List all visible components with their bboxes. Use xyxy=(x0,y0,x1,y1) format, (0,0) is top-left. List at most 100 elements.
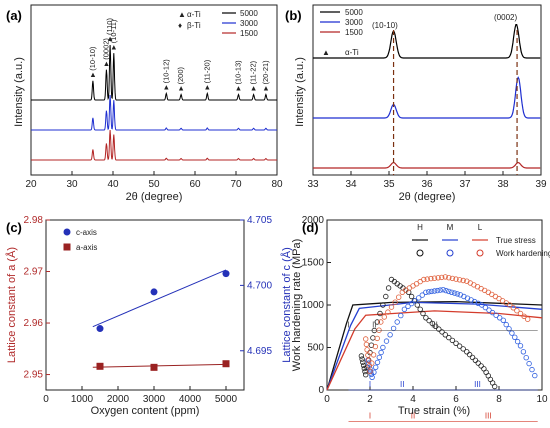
panel-c-legend-label-a-axis: a-axis xyxy=(76,243,97,252)
panel-d-whr-point-M xyxy=(497,315,503,321)
panel-d-whr-point-H xyxy=(492,383,498,390)
panel-d-axes: 0 2 4 6 8 10 0 500 1000 1500 2000 xyxy=(302,215,548,405)
panel-d-whr-point-H xyxy=(408,293,415,300)
panel-d-whr-point-L xyxy=(392,299,398,305)
panel-d-whr-point-L xyxy=(424,276,430,282)
panel-d-whr-point-M xyxy=(529,366,535,373)
legend-marker-alpha: ▲ xyxy=(178,10,186,19)
panel-d-whr-point-L xyxy=(388,304,395,310)
panel-a-ylabel: Intensity (a.u.) xyxy=(13,57,25,127)
panel-d-whr-point-H xyxy=(362,368,368,375)
panel-a-xlabel: 2θ (degree) xyxy=(126,191,183,203)
panel-d-whr-point-M xyxy=(405,303,411,310)
panel-a-peak-label: (20-21) xyxy=(261,60,270,85)
panel-d-whr-point-L xyxy=(374,335,380,342)
panel-d-whr-point-L xyxy=(370,352,377,358)
panel-d-whr-point-H xyxy=(377,310,383,317)
panel-a-peak-label: (10-10) xyxy=(88,46,97,71)
panel-d-whr-point-M xyxy=(509,330,515,336)
panel-d-whr-point-M xyxy=(512,334,518,340)
panel-d-whr-point-M xyxy=(500,317,506,323)
panel-d-whr-point-M xyxy=(373,364,379,370)
panel-d-whr-point-M xyxy=(526,360,532,367)
panel-d-whr-point-L xyxy=(421,276,427,283)
panel-a-peak-marker: ▲ xyxy=(204,82,211,91)
panel-b-xtick-label: 37 xyxy=(459,179,471,190)
panel-d-whr-point-H xyxy=(383,293,389,300)
panel-d-whr-point-M xyxy=(489,309,496,316)
panel-d-whr-point-H xyxy=(442,332,448,338)
panel-d-xtick-label: 10 xyxy=(536,394,548,405)
panel-d-xlabel: True strain (%) xyxy=(398,405,470,417)
panel-d-whr-point-M xyxy=(434,287,441,294)
panel-c-legend-marker-c-axis xyxy=(63,228,71,236)
panel-d-whr-point-L xyxy=(435,275,441,281)
panel-c-frame xyxy=(45,219,245,391)
panel-d-whr-point-M xyxy=(426,289,432,295)
panel-d-stage-label: II xyxy=(400,380,404,389)
panel-d-whr-point-H xyxy=(453,340,459,346)
panel-a-line-5000 xyxy=(31,44,277,101)
panel-d-whr-point-H xyxy=(456,343,463,349)
panel-d-whr-point-H xyxy=(380,302,386,308)
panel-c-fit-line-c-axis xyxy=(92,269,227,328)
panel-d-whr-point-M xyxy=(428,288,435,295)
panel-b-legend-label: 3000 xyxy=(345,18,363,27)
panel-c-xtick-label: 3000 xyxy=(143,394,166,405)
panel-d-whr-point-L xyxy=(381,314,387,320)
panel-d-whr-point-H xyxy=(370,335,376,341)
panel-d-ytick-label: 1000 xyxy=(302,300,325,311)
panel-d-whr-point-L xyxy=(514,308,520,314)
panel-d-whr-point-H xyxy=(385,285,392,291)
panel-d-whr-point-M xyxy=(369,374,375,380)
panel-d-whr-point-H xyxy=(363,372,369,378)
panel-c-ytick-left-label: 2.95 xyxy=(24,370,44,381)
panel-b-xtick-label: 35 xyxy=(383,179,395,190)
panel-d-whr-point-L xyxy=(525,316,531,322)
panel-c-xtick-label: 0 xyxy=(43,394,49,405)
panel-a-peak-marker: ▲ xyxy=(163,82,170,91)
panel-d-whr-point-M xyxy=(443,287,449,294)
legend-marker-beta: ♦ xyxy=(178,21,182,30)
panel-d-whr-point-H xyxy=(361,365,367,372)
panel-d-whr-point-M xyxy=(394,319,400,325)
panel-d-whr-point-M xyxy=(376,354,382,361)
panel-b-line-3000 xyxy=(313,76,541,119)
panel-d-whr-point-M xyxy=(437,287,443,293)
panel-b-xtick-label: 34 xyxy=(345,179,357,190)
panel-d-legend-row: True stress xyxy=(496,236,536,245)
panel-d-whr-point-H xyxy=(466,351,473,358)
panel-d-whr-point-M xyxy=(431,288,438,294)
panel-d-whr-point-M xyxy=(365,360,372,366)
panel-c-xtick-label: 1000 xyxy=(71,394,94,405)
panel-a-peak-marker: ▲ xyxy=(250,84,257,93)
panel-b-xtick-label: 39 xyxy=(535,179,547,190)
panel-d-whr-point-H xyxy=(414,302,420,308)
legend-label-beta: β-Ti xyxy=(187,21,201,30)
panel-d-ytick-label: 2000 xyxy=(302,215,325,226)
panel-d-whr-point-M xyxy=(520,349,527,355)
panel-a-xticks: 20 30 40 50 60 70 80 xyxy=(25,171,283,190)
panel-d-whr-point-L xyxy=(396,294,402,300)
panel-c-point-c-axis xyxy=(222,270,230,278)
panel-d-whr-point-H xyxy=(426,317,432,324)
panel-d-legend-circle-L xyxy=(476,249,484,257)
panel-c-fit-line-a-axis xyxy=(92,363,227,368)
panel-b-annotation-1010: (10-10) xyxy=(372,21,398,30)
panel-d-whr-point-H xyxy=(374,319,380,325)
panel-d-whr-point-H xyxy=(464,349,470,355)
panel-c-ytick-right-label: 4.700 xyxy=(247,280,272,291)
panel-d-stage-label: III xyxy=(474,380,481,389)
panel-d-stress-line-M xyxy=(326,301,543,391)
panel-b-legend-marker-label: α-Ti xyxy=(345,48,359,57)
panel-c-xtick-label: 5000 xyxy=(215,394,238,405)
panel-d-whr-point-M xyxy=(367,366,373,372)
panel-d-whr-point-L xyxy=(517,310,524,317)
panel-d-whr-point-L xyxy=(367,368,373,374)
panel-d-label: (d) xyxy=(302,220,319,235)
panel-d-whr-point-M xyxy=(514,338,521,345)
panel-d-legend: H M L True stress Work hardening rate xyxy=(412,223,550,258)
panel-d-stage-label: II xyxy=(372,321,376,330)
panel-d-stage-label: III xyxy=(431,321,438,330)
